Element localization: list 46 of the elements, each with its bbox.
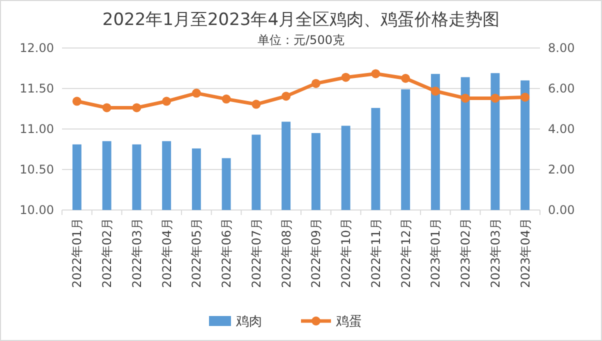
point	[102, 103, 112, 112]
x-tick-label: 2022年12月	[398, 218, 413, 288]
point	[490, 94, 500, 103]
x-tick-label: 2022年04月	[160, 218, 174, 288]
y2-tick-label: 4.00	[548, 122, 575, 136]
y2-tick-label: 2.00	[548, 162, 575, 177]
y2-tick-label: 8.00	[548, 41, 575, 56]
point	[282, 92, 291, 101]
x-tick-label: 2022年08月	[279, 218, 294, 288]
y-tick-label: 10.00	[20, 203, 54, 218]
chart-title: 2022年1月至2023年4月全区鸡肉、鸡蛋价格走势图	[102, 10, 500, 30]
point	[162, 96, 172, 106]
x-tick-label: 2022年03月	[130, 218, 144, 288]
chart-subtitle: 单位：元/500克	[258, 33, 344, 47]
x-tick-label: 2022年05月	[190, 218, 204, 288]
x-tick-label: 2022年09月	[309, 218, 324, 288]
legend-label: 鸡肉	[235, 314, 262, 330]
x-tick-label: 2022年07月	[249, 218, 264, 288]
y-tick-label: 12.00	[20, 41, 54, 56]
x-tick-label: 2022年06月	[220, 218, 234, 288]
x-tick-label: 2022年11月	[368, 218, 383, 288]
x-tick-label: 2023年02月	[458, 218, 473, 288]
point	[401, 74, 410, 83]
point	[192, 88, 201, 98]
point	[371, 69, 380, 78]
x-tick-label: 2022年01月	[70, 218, 84, 288]
x-tick-label: 2022年10月	[339, 218, 354, 288]
x-tick-label: 2023年04月	[518, 218, 532, 288]
point	[460, 94, 470, 103]
x-tick-label: 2023年01月	[428, 218, 443, 288]
point	[341, 72, 350, 82]
y-tick-label: 11.00	[20, 122, 54, 136]
x-tick-label: 2023年03月	[488, 218, 502, 288]
point	[222, 94, 231, 104]
point	[311, 78, 320, 88]
y2-tick-label: 0.00	[548, 203, 575, 218]
point	[430, 86, 440, 96]
point	[72, 96, 82, 106]
point	[132, 103, 142, 112]
legend-label: 鸡蛋	[335, 314, 362, 330]
point	[252, 100, 261, 109]
y-tick-label: 11.50	[20, 82, 54, 96]
y2-tick-label: 6.00	[548, 82, 575, 96]
y-tick-label: 10.50	[20, 162, 54, 177]
x-tick-label: 2022年02月	[100, 218, 114, 288]
point	[520, 92, 530, 102]
